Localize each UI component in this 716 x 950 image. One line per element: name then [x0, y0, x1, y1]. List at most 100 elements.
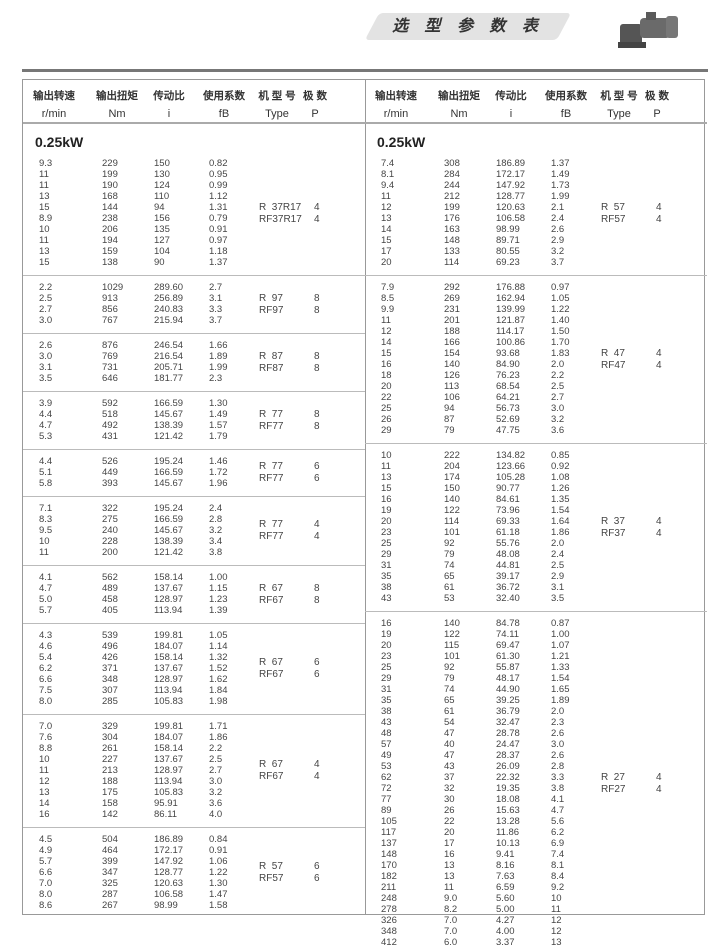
table-header: 输出转速 r/min 输出扭矩 Nm 传动比 i 使用系数 fB 机 型 号 Type 极 数 P	[23, 80, 365, 124]
cell-service-factor: 0.79	[209, 213, 228, 224]
cell-speed: 26	[381, 414, 392, 425]
cell-ratio: 28.78	[496, 728, 520, 739]
type-label: R 77	[259, 519, 283, 530]
cell-torque: 54	[444, 717, 455, 728]
table-row: 38 61 36.79 2.0	[365, 706, 707, 717]
cell-speed: 23	[381, 527, 392, 538]
cell-speed: 7.0	[39, 721, 53, 732]
cell-service-factor: 2.7	[551, 392, 565, 403]
cell-ratio: 138.39	[154, 420, 184, 431]
pole-value: 4	[314, 759, 320, 770]
table-row: 18 126 76.23 2.2	[365, 370, 707, 381]
cell-service-factor: 3.2	[551, 414, 565, 425]
cell-speed: 4.7	[39, 420, 53, 431]
cell-speed: 20	[381, 516, 392, 527]
cell-ratio: 61.30	[496, 651, 520, 662]
cell-service-factor: 1.35	[551, 494, 570, 505]
cell-speed: 3.9	[39, 398, 53, 409]
cell-speed: 20	[381, 640, 392, 651]
model-group: 7.0 329 199.81 1.71 7.6 304 184.07 1.86 8.8 261 15…	[23, 715, 365, 828]
table-row: 182 13 7.63 8.4	[365, 871, 707, 882]
table-row: 16 140 84.78 0.87	[365, 618, 707, 629]
model-type: R 37 RF37	[601, 444, 625, 611]
cell-service-factor: 3.5	[551, 593, 565, 604]
cell-ratio: 86.11	[154, 809, 178, 820]
cell-torque: 138	[102, 257, 118, 268]
cell-service-factor: 2.0	[551, 706, 565, 717]
pole-value: 4	[656, 213, 662, 225]
table-row: 19 122 74.11 1.00	[365, 629, 707, 640]
type-label: R 37R17	[259, 201, 302, 213]
cell-speed: 8.0	[39, 889, 53, 900]
cell-torque: 228	[102, 536, 118, 547]
cell-ratio: 139.99	[496, 304, 526, 315]
table-row: 412 6.0 3.37 13	[365, 937, 707, 948]
pole-value: 6	[314, 669, 320, 680]
cell-ratio: 24.47	[496, 739, 520, 750]
type-label: R 87	[259, 350, 283, 362]
cell-torque: 148	[444, 235, 460, 246]
cell-ratio: 186.89	[154, 834, 184, 845]
gear-motor-image	[618, 12, 678, 48]
cell-service-factor: 1.46	[209, 456, 228, 467]
cell-service-factor: 13	[551, 937, 562, 948]
cell-speed: 7.9	[381, 282, 395, 293]
table-row: 11 201 121.87 1.40	[365, 315, 707, 326]
cell-service-factor: 1.30	[209, 398, 228, 409]
type-label: RF97	[259, 304, 284, 316]
cell-speed: 3.1	[39, 362, 53, 373]
model-type: R 67 RF67	[259, 715, 283, 827]
table-row: 5.0 458 128.97 1.23	[23, 594, 365, 605]
header-label-en: Nm	[450, 108, 468, 120]
cell-service-factor: 1.71	[209, 721, 228, 732]
cell-service-factor: 3.3	[209, 304, 223, 315]
header-type: 机 型 号 Type	[589, 80, 649, 120]
cell-torque: 40	[444, 739, 455, 750]
cell-service-factor: 1.86	[551, 527, 570, 538]
cell-speed: 3.0	[39, 315, 53, 326]
cell-service-factor: 1.83	[551, 348, 570, 359]
cell-speed: 5.0	[39, 594, 53, 605]
cell-torque: 114	[444, 257, 460, 268]
cell-speed: 14	[381, 224, 392, 235]
table-row: 15 150 90.77 1.26	[365, 483, 707, 494]
cell-ratio: 84.90	[496, 359, 520, 370]
type-label: R 27	[601, 771, 625, 783]
cell-service-factor: 1.79	[209, 431, 228, 442]
cell-ratio: 195.24	[154, 503, 184, 514]
cell-ratio: 205.71	[154, 362, 184, 373]
table-row: 13 159 104 1.18	[23, 246, 365, 257]
cell-service-factor: 0.97	[551, 282, 570, 293]
cell-speed: 6.2	[39, 663, 53, 674]
cell-torque: 65	[444, 571, 455, 582]
cell-ratio: 69.47	[496, 640, 520, 651]
cell-service-factor: 1.52	[209, 663, 228, 674]
table-row: 25 94 56.73 3.0	[365, 403, 707, 414]
cell-speed: 4.6	[39, 641, 53, 652]
cell-service-factor: 1.54	[551, 673, 570, 684]
cell-speed: 11	[39, 765, 49, 776]
cell-torque: 213	[102, 765, 118, 776]
cell-speed: 8.0	[39, 696, 53, 707]
cell-ratio: 32.40	[496, 593, 520, 604]
cell-speed: 13	[39, 191, 50, 202]
cell-torque: 227	[102, 754, 118, 765]
cell-ratio: 162.94	[496, 293, 526, 304]
cell-torque: 464	[102, 845, 118, 856]
cell-service-factor: 3.8	[551, 783, 565, 794]
table-row: 8.6 267 98.99 1.58	[23, 900, 365, 911]
cell-service-factor: 12	[551, 926, 562, 937]
table-row: 16 140 84.90 2.0	[365, 359, 707, 370]
cell-ratio: 166.59	[154, 514, 184, 525]
cell-service-factor: 2.7	[209, 765, 223, 776]
cell-service-factor: 3.6	[209, 798, 223, 809]
header-label-cn: 输出转速	[375, 90, 417, 102]
cell-speed: 25	[381, 538, 392, 549]
table-row: 11 199 130 0.95	[23, 169, 365, 180]
table-row: 9.9 231 139.99 1.22	[365, 304, 707, 315]
table-row: 7.4 308 186.89 1.37	[365, 158, 707, 169]
table-row: 7.9 292 176.88 0.97	[365, 282, 707, 293]
cell-ratio: 80.55	[496, 246, 520, 257]
